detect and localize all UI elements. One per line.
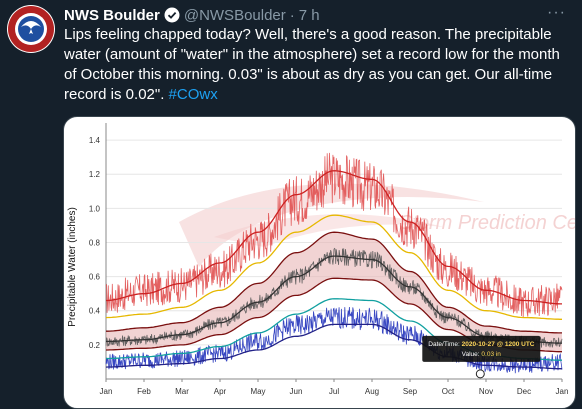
x-tick-label: Aug bbox=[365, 387, 379, 396]
x-tick-label: Jan bbox=[100, 387, 113, 396]
y-tick-label: 1.4 bbox=[89, 136, 101, 145]
hashtag-link[interactable]: #COwx bbox=[168, 86, 218, 103]
tweet-text: Lips feeling chapped today? Well, there'… bbox=[64, 25, 570, 105]
watermark-text: Storm Prediction Center bbox=[399, 212, 575, 234]
y-tick-label: 1.0 bbox=[89, 204, 101, 213]
more-options-icon[interactable]: ··· bbox=[547, 4, 566, 21]
x-tick-label: Oct bbox=[442, 387, 455, 396]
daily-series-line bbox=[105, 306, 563, 374]
daily-series-line bbox=[105, 152, 563, 319]
climatology-line bbox=[105, 323, 563, 370]
x-tick-label: Apr bbox=[214, 387, 227, 396]
x-tick-label: Mar bbox=[175, 387, 189, 396]
author-handle[interactable]: @NWSBoulder bbox=[183, 7, 286, 24]
tooltip-value: Value: 0.03 in bbox=[462, 351, 502, 358]
y-tick-label: 0.8 bbox=[89, 238, 101, 247]
tweet-text-line-last: record is 0.02". #COwx bbox=[64, 85, 570, 105]
y-axis-label: Precipitable Water (inches) bbox=[67, 207, 78, 327]
tweet-header: NWS Boulder @NWSBoulder · 7 h bbox=[64, 6, 320, 29]
precipitable-water-chart: Storm Prediction Center Precipitable Wat… bbox=[67, 123, 575, 396]
tweet-media-image[interactable]: Storm Prediction Center Precipitable Wat… bbox=[63, 116, 576, 409]
x-tick-label: Jun bbox=[290, 387, 303, 396]
x-tick-label: Jul bbox=[329, 387, 339, 396]
tweet-text-fragment: record is 0.02". bbox=[64, 86, 169, 103]
highlight-point[interactable] bbox=[475, 369, 485, 379]
author-name[interactable]: NWS Boulder bbox=[64, 7, 160, 24]
tweet-text-line: Lips feeling chapped today? Well, there'… bbox=[64, 26, 552, 43]
nws-logo-avatar[interactable] bbox=[7, 5, 55, 53]
tooltip-box bbox=[422, 335, 541, 362]
climatology-line bbox=[106, 231, 562, 334]
x-tick-label: Sep bbox=[403, 387, 418, 396]
separator-dot: · bbox=[289, 7, 295, 24]
tweet-text-line: water (amount of "water" in the atmosphe… bbox=[64, 46, 560, 63]
y-tick-label: 1.2 bbox=[89, 170, 101, 179]
climatology-line bbox=[106, 170, 562, 305]
percentile-band bbox=[106, 232, 562, 352]
y-tick-label: 0.2 bbox=[89, 341, 101, 350]
y-tick-label: 0.6 bbox=[89, 273, 101, 282]
climatology-line bbox=[105, 214, 562, 320]
tooltip-date: Date/Time: 2020-10-27 @ 1200 UTC bbox=[428, 341, 534, 348]
y-tick-label: 0.4 bbox=[89, 307, 101, 316]
x-tick-label: May bbox=[250, 387, 265, 396]
x-tick-label: Feb bbox=[137, 387, 151, 396]
tweet-text-line: of October this morning. 0.03" is about … bbox=[64, 66, 553, 83]
verified-badge-icon bbox=[164, 7, 180, 29]
x-tick-label: Jan bbox=[556, 387, 569, 396]
x-tick-label: Dec bbox=[517, 387, 531, 396]
tweet-time[interactable]: 7 h bbox=[298, 7, 320, 24]
x-tick-label: Nov bbox=[479, 387, 493, 396]
